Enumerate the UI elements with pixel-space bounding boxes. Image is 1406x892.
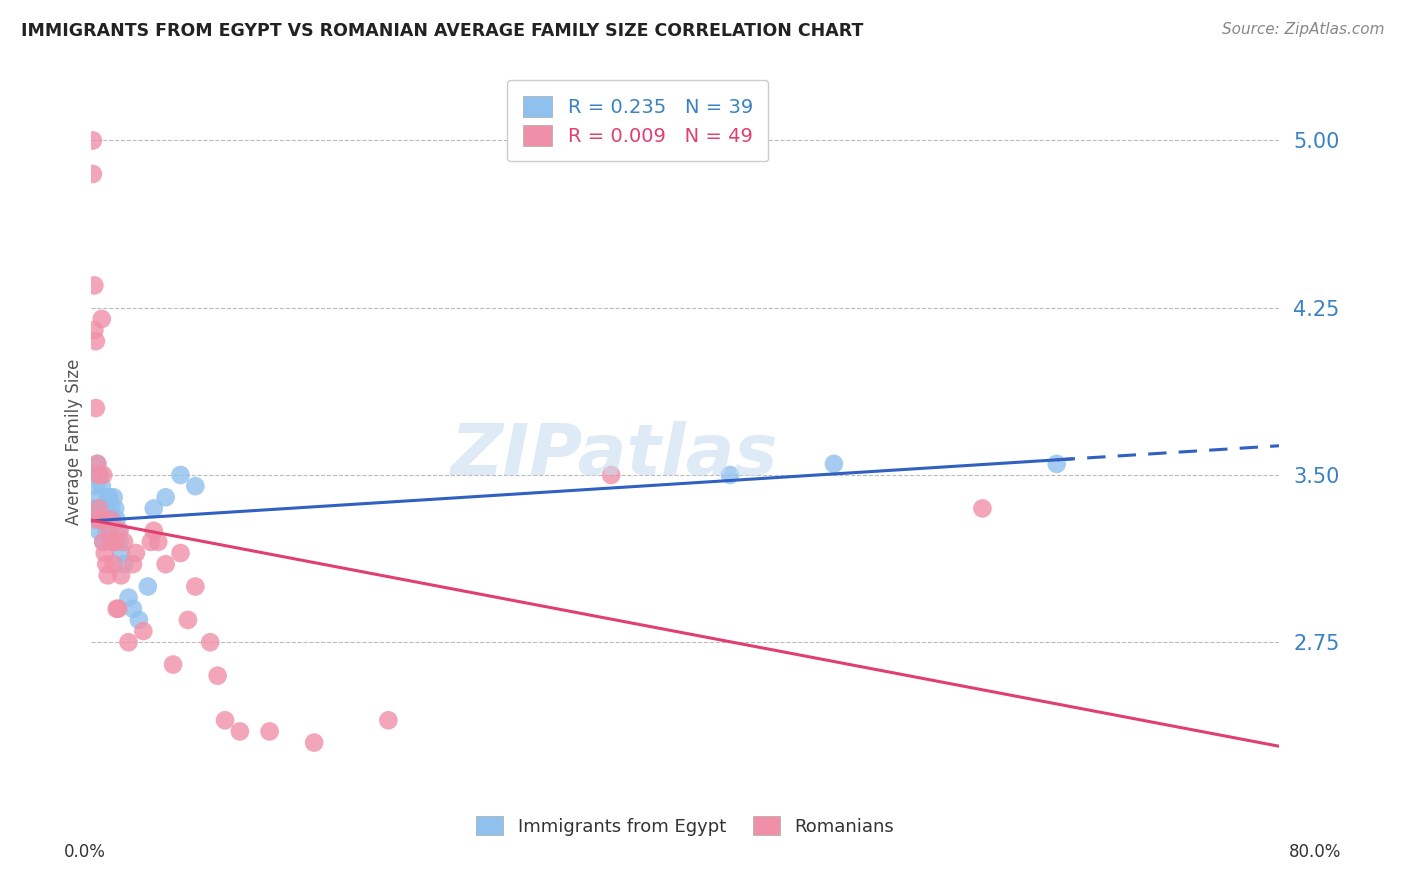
Point <box>136 580 159 594</box>
Point <box>107 524 129 538</box>
Point <box>139 535 162 549</box>
Point <box>169 468 191 483</box>
Point <box>214 714 236 728</box>
Point <box>101 535 124 549</box>
Point <box>112 557 135 572</box>
Point <box>155 557 177 572</box>
Point <box>86 513 108 527</box>
Point <box>122 602 145 616</box>
Point <box>142 501 165 516</box>
Text: 0.0%: 0.0% <box>63 843 105 861</box>
Point <box>91 535 114 549</box>
Point <box>97 491 120 505</box>
Point <box>96 501 118 516</box>
Y-axis label: Average Family Size: Average Family Size <box>65 359 83 524</box>
Point <box>98 491 121 505</box>
Point <box>90 312 112 326</box>
Point <box>107 602 129 616</box>
Point <box>1046 457 1069 471</box>
Point <box>117 635 139 649</box>
Point <box>84 334 107 349</box>
Point <box>100 501 122 516</box>
Point <box>90 513 112 527</box>
Point <box>83 323 105 337</box>
Text: IMMIGRANTS FROM EGYPT VS ROMANIAN AVERAGE FAMILY SIZE CORRELATION CHART: IMMIGRANTS FROM EGYPT VS ROMANIAN AVERAG… <box>21 22 863 40</box>
Point <box>112 535 135 549</box>
Point <box>101 513 124 527</box>
Point <box>83 468 105 483</box>
Point <box>104 501 127 516</box>
Point <box>84 513 107 527</box>
Point <box>142 524 165 538</box>
Point <box>128 613 150 627</box>
Point <box>100 513 122 527</box>
Point <box>86 457 108 471</box>
Legend: Immigrants from Egypt, Romanians: Immigrants from Egypt, Romanians <box>470 808 901 843</box>
Point <box>162 657 184 672</box>
Point <box>105 513 128 527</box>
Point <box>90 479 112 493</box>
Point <box>83 278 105 293</box>
Text: Source: ZipAtlas.com: Source: ZipAtlas.com <box>1222 22 1385 37</box>
Point <box>104 535 127 549</box>
Point <box>718 468 741 483</box>
Point <box>823 457 845 471</box>
Point <box>94 513 117 527</box>
Point <box>84 479 107 493</box>
Point <box>155 491 177 505</box>
Point <box>302 736 325 750</box>
Point <box>103 557 125 572</box>
Point <box>132 624 155 639</box>
Point <box>110 568 132 582</box>
Point <box>87 501 110 516</box>
Point <box>148 535 170 549</box>
Point <box>86 457 108 471</box>
Point <box>110 546 132 560</box>
Point <box>184 479 207 493</box>
Point <box>177 613 200 627</box>
Point <box>89 468 111 483</box>
Point <box>108 535 131 549</box>
Point <box>96 524 118 538</box>
Point <box>105 602 128 616</box>
Point <box>972 501 994 516</box>
Text: ZIPatlas: ZIPatlas <box>450 421 778 491</box>
Point <box>87 524 110 538</box>
Point <box>98 524 121 538</box>
Point <box>229 724 252 739</box>
Point <box>169 546 191 560</box>
Point <box>84 401 107 416</box>
Point <box>96 557 118 572</box>
Point <box>89 501 111 516</box>
Point <box>94 546 117 560</box>
Point <box>91 501 114 516</box>
Point <box>122 557 145 572</box>
Point <box>108 524 131 538</box>
Point <box>600 468 623 483</box>
Point <box>91 468 114 483</box>
Point <box>259 724 281 739</box>
Point <box>82 167 104 181</box>
Point <box>82 501 104 516</box>
Point <box>207 669 229 683</box>
Point <box>87 468 110 483</box>
Point <box>117 591 139 605</box>
Point <box>125 546 148 560</box>
Point <box>184 580 207 594</box>
Text: 80.0%: 80.0% <box>1288 843 1341 861</box>
Point <box>91 535 114 549</box>
Point <box>87 491 110 505</box>
Point <box>200 635 222 649</box>
Point <box>103 491 125 505</box>
Point <box>97 568 120 582</box>
Point <box>89 513 111 527</box>
Point <box>377 714 399 728</box>
Point <box>86 501 108 516</box>
Point <box>90 513 112 527</box>
Point <box>82 133 104 147</box>
